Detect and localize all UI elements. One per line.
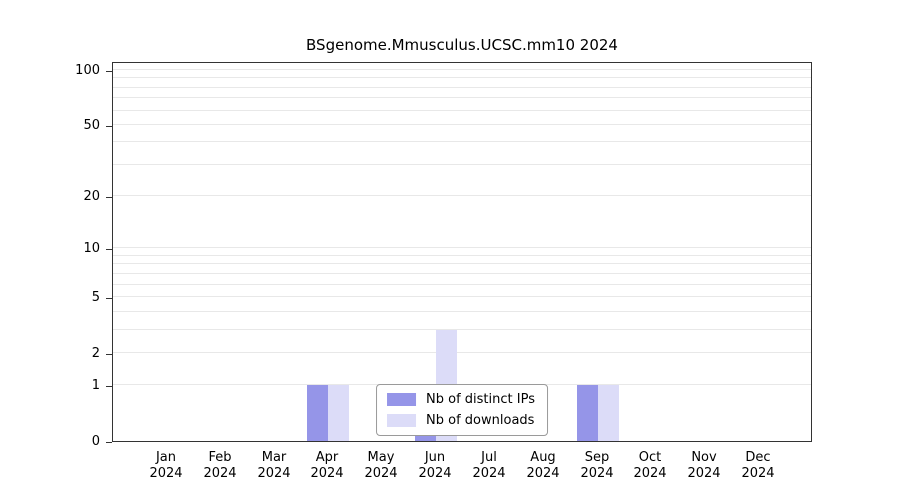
plot-area: Nb of distinct IPs Nb of downloads (112, 62, 812, 442)
gridline (113, 141, 811, 142)
gridline (113, 255, 811, 256)
x-axis-label-month: Dec (745, 450, 771, 465)
x-axis-label: Apr 2024 (297, 450, 357, 482)
x-axis-label: Jun 2024 (405, 450, 465, 482)
gridline (113, 77, 811, 78)
legend-item: Nb of downloads (387, 413, 535, 428)
x-axis-label: Sep 2024 (567, 450, 627, 482)
y-tick-mark (106, 354, 112, 355)
gridline (113, 195, 811, 196)
x-axis-label: Oct 2024 (620, 450, 680, 482)
x-axis-label-year: 2024 (364, 466, 398, 481)
bar-distinct-ips (307, 385, 328, 441)
gridline (113, 164, 811, 165)
y-axis-label: 20 (83, 189, 100, 204)
y-axis-label: 1 (91, 378, 100, 393)
y-tick-mark (106, 249, 112, 250)
legend-swatch-distinct-ips (387, 393, 417, 406)
gridline (113, 329, 811, 330)
x-axis-label-month: Nov (691, 450, 717, 465)
y-tick-mark (106, 71, 112, 72)
x-axis-label-month: Apr (315, 450, 339, 465)
x-axis-label: Feb 2024 (190, 450, 250, 482)
bar-downloads (328, 385, 349, 441)
x-axis-label-year: 2024 (472, 466, 506, 481)
x-axis-label-year: 2024 (149, 466, 183, 481)
y-axis-label: 2 (91, 346, 100, 361)
y-tick-mark (106, 298, 112, 299)
x-axis-label: Mar 2024 (244, 450, 304, 482)
x-axis-label: Nov 2024 (674, 450, 734, 482)
x-axis-label-year: 2024 (580, 466, 614, 481)
y-tick-mark (106, 386, 112, 387)
gridline (113, 247, 811, 248)
x-axis-label-year: 2024 (257, 466, 291, 481)
x-axis-label-month: May (367, 450, 395, 465)
legend: Nb of distinct IPs Nb of downloads (376, 384, 548, 436)
x-axis-label-year: 2024 (633, 466, 667, 481)
x-axis-label-year: 2024 (203, 466, 237, 481)
x-axis-label-month: Mar (261, 450, 287, 465)
gridline (113, 284, 811, 285)
x-axis-label: Jul 2024 (459, 450, 519, 482)
gridline (113, 311, 811, 312)
y-tick-mark (106, 442, 112, 443)
x-axis-label-month: Oct (638, 450, 662, 465)
x-axis-label-year: 2024 (418, 466, 452, 481)
gridline (113, 69, 811, 70)
gridline (113, 110, 811, 111)
x-axis-label-year: 2024 (687, 466, 721, 481)
x-axis-label-month: Aug (530, 450, 556, 465)
x-axis-label: Aug 2024 (513, 450, 573, 482)
legend-label: Nb of distinct IPs (426, 392, 535, 407)
y-axis-label: 10 (83, 241, 100, 256)
gridline (113, 352, 811, 353)
x-axis-label-month: Jan (155, 450, 177, 465)
bar-distinct-ips (577, 385, 598, 441)
x-axis-label-year: 2024 (526, 466, 560, 481)
x-axis-label: Dec 2024 (728, 450, 788, 482)
x-axis-label-year: 2024 (310, 466, 344, 481)
gridline (113, 263, 811, 264)
x-axis-label-year: 2024 (741, 466, 775, 481)
x-axis-label-month: Jun (424, 450, 446, 465)
y-axis-label: 0 (91, 434, 100, 449)
legend-item: Nb of distinct IPs (387, 392, 535, 407)
legend-label: Nb of downloads (426, 413, 535, 428)
legend-swatch-downloads (387, 414, 417, 427)
x-axis-label: Jan 2024 (136, 450, 196, 482)
x-axis-label-month: Feb (208, 450, 232, 465)
y-tick-mark (106, 197, 112, 198)
gridline (113, 87, 811, 88)
y-axis-label: 100 (75, 63, 100, 78)
chart-title: BSgenome.Mmusculus.UCSC.mm10 2024 (306, 36, 618, 54)
x-axis-label-month: Sep (584, 450, 610, 465)
x-axis-label: May 2024 (351, 450, 411, 482)
gridline (113, 124, 811, 125)
y-axis-label: 50 (83, 118, 100, 133)
gridline (113, 97, 811, 98)
bar-downloads (598, 385, 619, 441)
y-axis-label: 5 (91, 290, 100, 305)
gridline (113, 296, 811, 297)
gridline (113, 273, 811, 274)
y-tick-mark (106, 126, 112, 127)
x-axis-label-month: Jul (481, 450, 497, 465)
